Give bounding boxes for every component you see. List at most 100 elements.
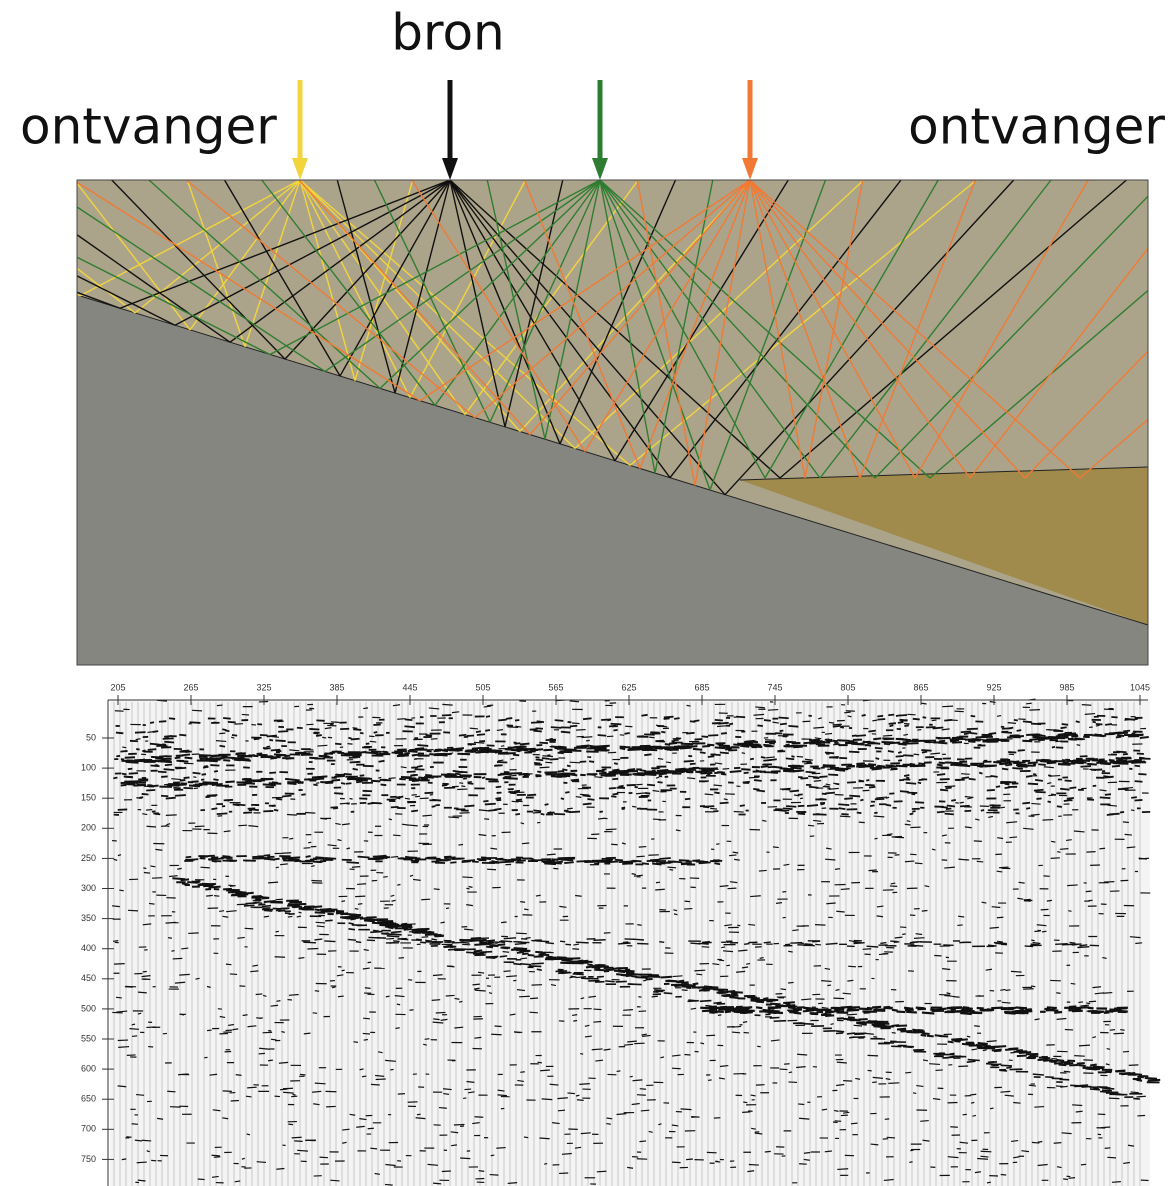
wiggle — [698, 861, 711, 865]
wiggle — [164, 735, 172, 738]
wiggle — [872, 1005, 882, 1009]
wiggle — [1131, 796, 1137, 799]
wiggle — [258, 1052, 265, 1055]
ray — [486, 179, 546, 440]
wiggle — [450, 1131, 459, 1134]
wiggle — [1069, 786, 1077, 790]
wiggle — [222, 1117, 229, 1120]
wiggle — [1001, 1001, 1011, 1004]
wiggle — [523, 1136, 529, 1139]
wiggle — [1088, 1000, 1097, 1003]
wiggle — [596, 975, 605, 978]
seismic-section — [110, 698, 1161, 1186]
wiggle — [146, 808, 153, 811]
wiggle — [573, 1019, 578, 1022]
wiggle — [341, 823, 350, 826]
wiggle — [1111, 1181, 1121, 1183]
wiggle — [595, 1059, 604, 1062]
wiggle — [991, 906, 1001, 909]
wiggle — [120, 783, 127, 787]
wiggle — [580, 1132, 591, 1135]
wiggle — [627, 748, 641, 751]
wiggle — [614, 858, 624, 862]
wiggle — [349, 1113, 356, 1116]
wiggle — [253, 901, 263, 905]
wiggle — [596, 1170, 607, 1173]
wiggle — [247, 1086, 257, 1089]
wiggle — [887, 750, 894, 753]
wiggle — [124, 775, 133, 779]
wiggle — [496, 729, 504, 732]
wiggle — [154, 812, 161, 816]
wiggle — [418, 776, 426, 780]
wiggle — [363, 919, 375, 923]
wiggle — [1000, 1064, 1013, 1067]
wiggle — [210, 764, 220, 767]
wiggle — [750, 895, 761, 898]
wiggle — [760, 765, 769, 769]
wiggle — [909, 812, 914, 816]
wiggle — [593, 966, 601, 970]
wiggle — [141, 1139, 152, 1142]
wiggle — [213, 1156, 221, 1158]
wiggle — [453, 1123, 465, 1126]
wiggle — [1139, 735, 1149, 739]
wiggle — [410, 774, 416, 777]
reflector — [76, 294, 1149, 626]
wiggle — [494, 807, 502, 811]
wiggle — [903, 774, 910, 777]
wiggle — [782, 767, 795, 771]
wiggle — [232, 803, 240, 807]
wiggle — [719, 885, 729, 888]
wiggle — [378, 776, 382, 779]
wiggle — [1042, 818, 1054, 821]
wiggle — [1063, 1062, 1074, 1065]
wiggle — [939, 993, 951, 996]
wiggle — [394, 995, 405, 998]
wiggle — [392, 704, 401, 707]
y-tick-label: 400 — [81, 943, 96, 953]
wiggle — [534, 762, 541, 765]
wiggle — [959, 804, 970, 808]
wiggle — [567, 807, 573, 810]
wiggle — [564, 861, 574, 864]
wiggle — [550, 726, 562, 729]
wiggle — [764, 1150, 771, 1153]
wiggle — [894, 936, 903, 939]
panel-border — [76, 179, 1149, 666]
wiggle — [1107, 1156, 1116, 1159]
wiggle — [741, 752, 746, 755]
wiggle — [386, 934, 400, 938]
wiggle — [571, 722, 580, 725]
wiggle — [352, 727, 358, 729]
wiggle — [738, 949, 748, 952]
wiggle — [462, 859, 476, 862]
wiggle — [965, 1007, 973, 1011]
wiggle — [370, 930, 383, 934]
wiggle — [248, 825, 259, 828]
y-tick-label: 750 — [81, 1154, 96, 1164]
wiggle — [179, 1013, 185, 1016]
wiggle — [237, 936, 245, 939]
wiggle — [874, 837, 878, 840]
wiggle — [275, 866, 280, 869]
wiggle — [844, 711, 851, 714]
wiggle — [921, 1011, 935, 1015]
wiggle — [713, 1001, 722, 1005]
wiggle — [640, 745, 652, 749]
wiggle — [929, 1063, 941, 1066]
wiggle — [128, 772, 139, 775]
wiggle — [638, 845, 647, 848]
wiggle — [448, 816, 460, 819]
wiggle — [888, 713, 895, 717]
wiggle — [747, 1170, 755, 1173]
wiggle — [1122, 786, 1134, 790]
wiggle — [146, 825, 157, 828]
wiggle — [1080, 759, 1091, 763]
x-tick-label: 445 — [402, 682, 417, 692]
wiggle — [1070, 982, 1076, 985]
wiggle — [1060, 1085, 1068, 1088]
wiggle — [880, 941, 887, 945]
wiggle — [424, 775, 434, 779]
wiggle — [594, 776, 603, 779]
